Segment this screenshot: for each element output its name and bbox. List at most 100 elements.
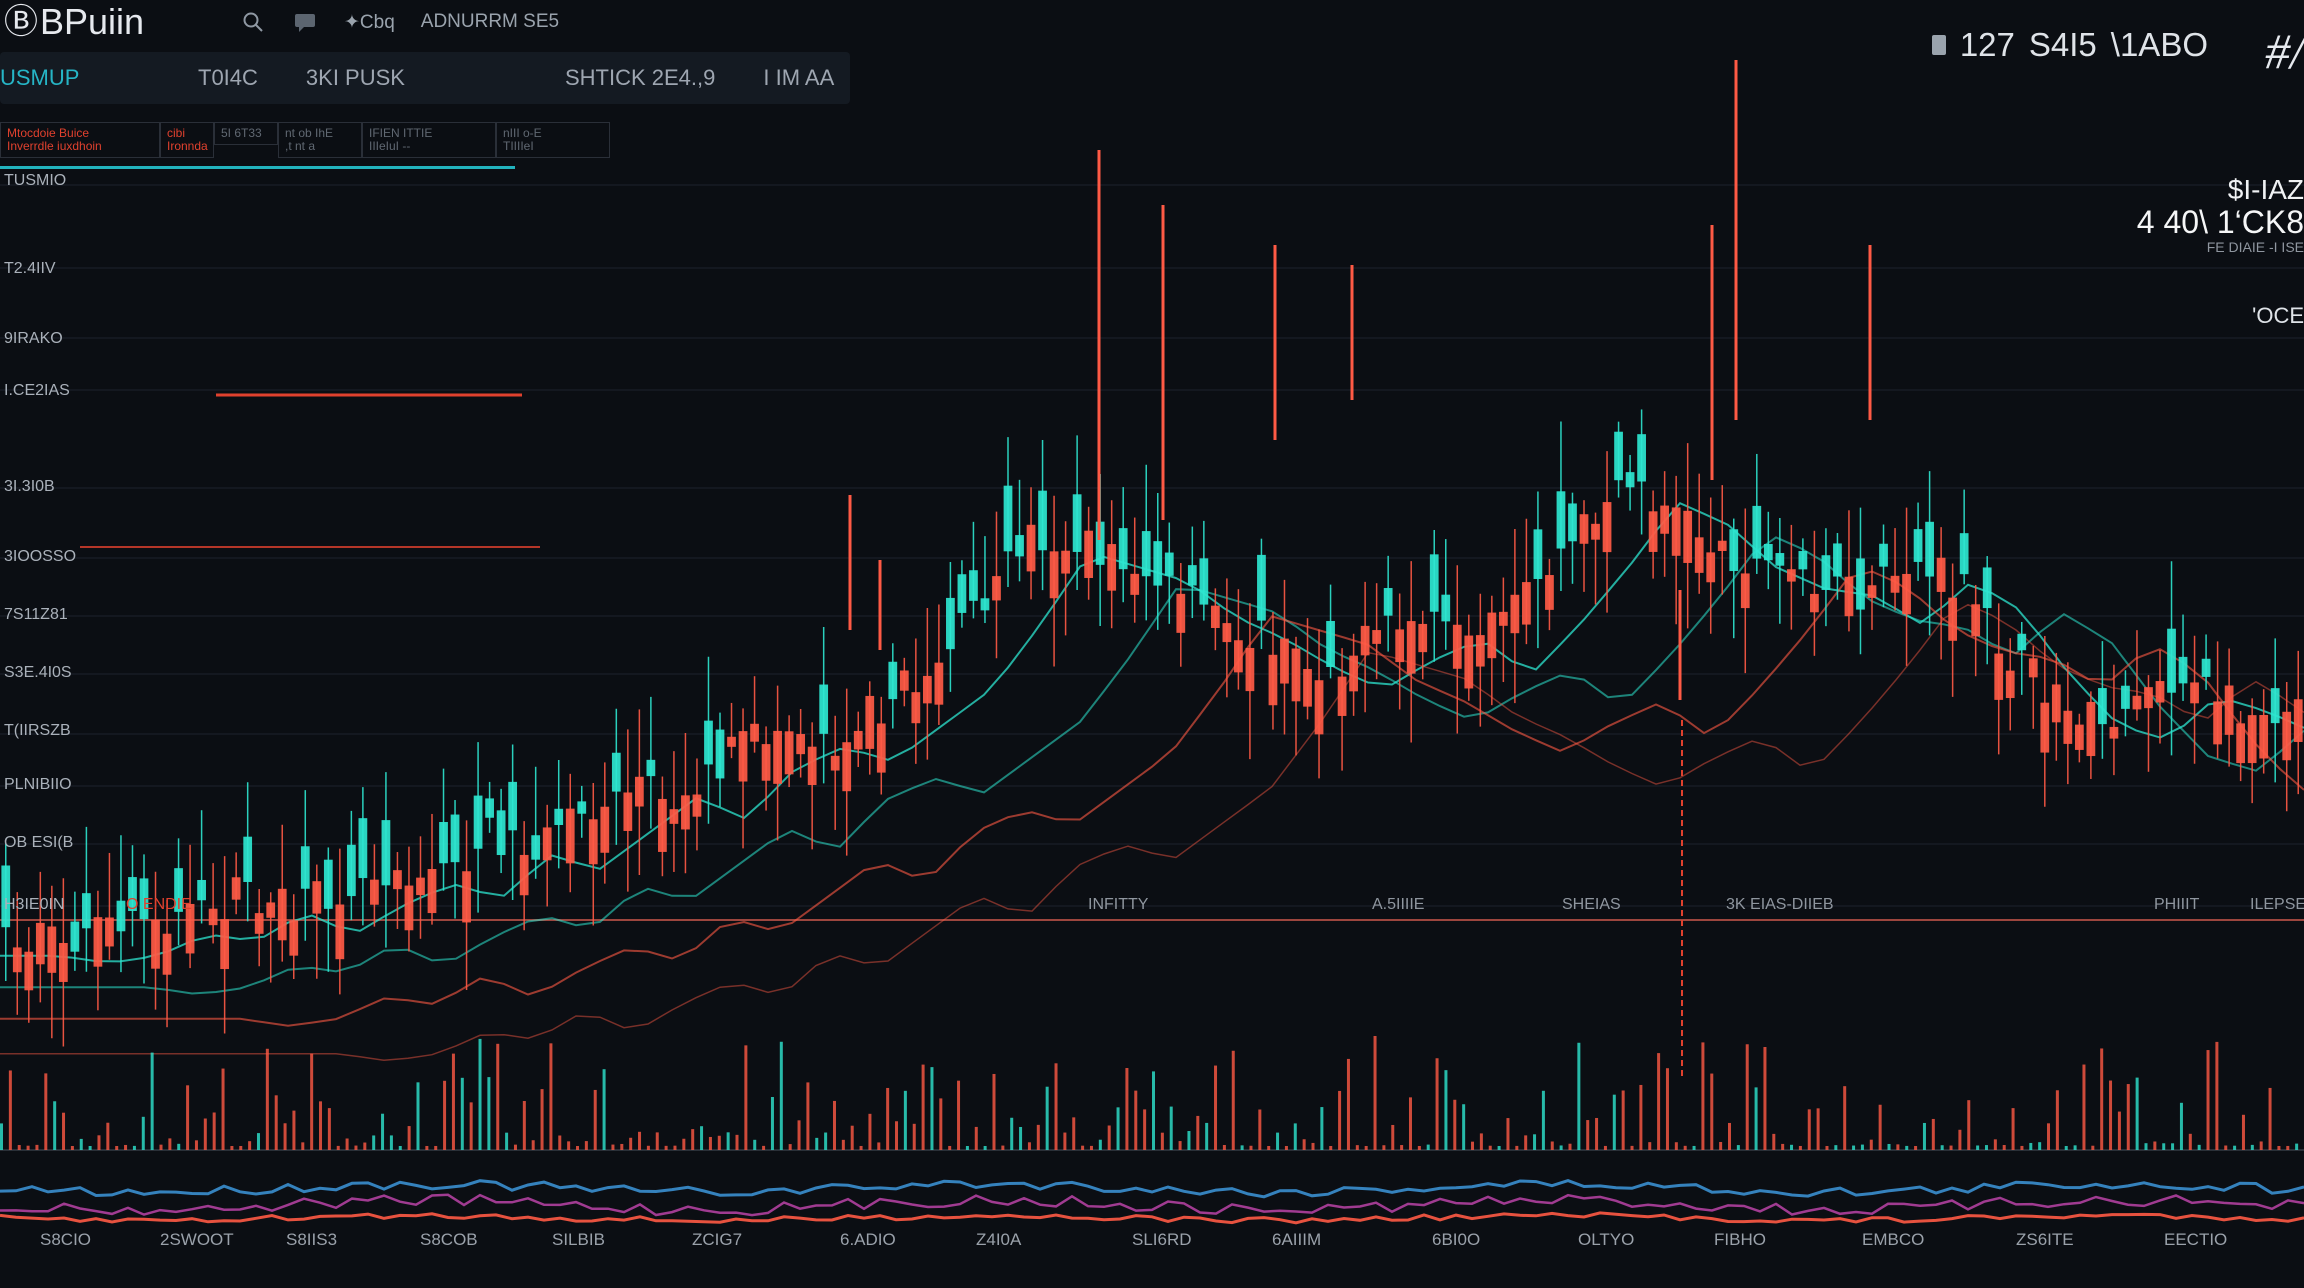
symbol-selector[interactable]: USMUP xyxy=(0,65,80,90)
volume-bar xyxy=(1878,1104,1882,1150)
volume-bar xyxy=(1479,1133,1483,1150)
candle-body xyxy=(819,684,829,734)
volume-bar xyxy=(2250,1144,2254,1150)
time-label: 2SWOOT xyxy=(160,1230,234,1249)
candle-body xyxy=(128,877,137,911)
candle-body xyxy=(416,877,425,896)
candle-body xyxy=(1925,521,1934,577)
candle-body xyxy=(1637,434,1646,482)
toolbar-item-2[interactable]: 3KI PUSK xyxy=(305,65,405,90)
toolbar-item-3[interactable]: SHTICK 2E4.,9 xyxy=(564,65,716,90)
oscillator-line xyxy=(0,1179,2304,1199)
indicator-tab-1[interactable]: Mtocdoie Buice Inverrdle iuxdhoin xyxy=(0,122,160,158)
volume-bar xyxy=(886,1087,890,1150)
candle-body xyxy=(197,879,206,901)
indicator-tab-3[interactable]: 5I 6T33 xyxy=(214,122,278,145)
candle-body xyxy=(1003,485,1013,552)
volume-bar xyxy=(478,1038,482,1150)
candle-body xyxy=(2109,726,2119,739)
volume-bar xyxy=(2162,1143,2166,1150)
volume-bar xyxy=(2224,1145,2228,1150)
candle-body xyxy=(2040,702,2050,753)
volume-bar xyxy=(1107,1125,1111,1150)
candle-body xyxy=(565,808,575,864)
indicator-tab-4[interactable]: nt ob IhE ,t nt a xyxy=(278,122,362,158)
volume-bar xyxy=(416,1082,420,1150)
volume-bar xyxy=(2002,1145,2006,1150)
volume-bar xyxy=(2055,1090,2059,1150)
candle-body xyxy=(911,692,921,724)
candle-body xyxy=(888,661,898,700)
indicator-tab-6[interactable]: nIII o‐E TIIIIeI xyxy=(496,122,610,158)
indicator-tab-5[interactable]: IFIEN ITTIE IIIeIuI ‐‐ xyxy=(362,122,496,158)
candle-body xyxy=(577,801,587,814)
chat-icon[interactable] xyxy=(292,9,318,35)
volume-bar xyxy=(2277,1145,2281,1150)
time-label: ZCIG7 xyxy=(692,1230,743,1249)
candle-body xyxy=(1026,524,1036,572)
menu-item-adnurrm[interactable]: ADNURRM SE5 xyxy=(420,11,560,32)
volume-bar xyxy=(1169,1106,1173,1150)
volume-bar xyxy=(319,1101,323,1150)
volume-bar xyxy=(2171,1143,2175,1150)
volume-bar xyxy=(549,1043,553,1150)
volume-bar xyxy=(1089,1145,1093,1150)
candle-body xyxy=(611,752,621,792)
volume-bar xyxy=(762,1145,766,1150)
candle-body xyxy=(151,919,160,969)
candle-body xyxy=(2086,701,2096,757)
candle-body xyxy=(1982,567,1992,609)
indicator-tab-2[interactable]: cibi Ironnda xyxy=(160,122,214,158)
time-label: SILBIB xyxy=(552,1230,605,1249)
candle-body xyxy=(1959,533,1969,575)
toolbar-item-1[interactable]: T0I4C xyxy=(198,65,258,90)
candle-body xyxy=(531,835,541,860)
volume-bar xyxy=(212,1112,216,1150)
volume-bar xyxy=(2073,1145,2077,1150)
candle-body xyxy=(2282,711,2292,761)
volume-bar xyxy=(974,1126,978,1150)
volume-bar xyxy=(2038,1142,2042,1150)
candle-body xyxy=(335,904,345,960)
volume-bar xyxy=(1728,1122,1731,1150)
volume-bar xyxy=(8,1070,12,1150)
time-label: S8CIO xyxy=(40,1230,92,1249)
volume-bars xyxy=(0,1036,2299,1150)
volume-bar xyxy=(1657,1053,1661,1150)
volume-bar xyxy=(1152,1071,1155,1150)
volume-bar xyxy=(1205,1122,1209,1150)
volume-bar xyxy=(460,1077,464,1150)
app-brand[interactable]: Ⓑ BPuiin xyxy=(4,2,144,42)
volume-bar xyxy=(1196,1115,1200,1150)
volume-bar xyxy=(1798,1145,1802,1150)
indicator-tabs: Mtocdoie Buice Inverrdle iuxdhoin cibi I… xyxy=(0,122,650,169)
menu-item-cbq[interactable]: ✦Cbq xyxy=(344,11,395,33)
candle-body xyxy=(1015,535,1024,557)
candle-body xyxy=(750,723,759,742)
volume-bar xyxy=(1807,1109,1811,1150)
candle-body xyxy=(1095,521,1105,565)
volume-bar xyxy=(1550,1141,1554,1150)
candle-body xyxy=(2259,715,2269,759)
volume-bar xyxy=(1081,1145,1085,1150)
mid-axis-label: SHEIAS xyxy=(1562,896,1621,913)
candle-body xyxy=(24,951,34,991)
search-icon[interactable] xyxy=(240,9,266,35)
candle-body xyxy=(1810,593,1819,613)
volume-bar xyxy=(265,1048,269,1150)
time-label: S8IIS3 xyxy=(286,1230,338,1249)
candle-body xyxy=(105,917,114,947)
volume-bar xyxy=(372,1135,376,1150)
candle-body xyxy=(1856,558,1865,610)
candle-body xyxy=(1994,653,2004,700)
volume-bar xyxy=(1869,1139,1873,1150)
time-label: EECTIO xyxy=(2164,1230,2228,1249)
volume-bar xyxy=(593,1089,597,1150)
toolbar-item-4[interactable]: I IM AA xyxy=(763,65,835,90)
candle-body xyxy=(980,598,990,611)
volume-bar xyxy=(1506,1118,1510,1150)
volume-bar xyxy=(2020,1145,2024,1150)
candle-body xyxy=(404,885,414,931)
volume-bar xyxy=(2241,1114,2245,1150)
